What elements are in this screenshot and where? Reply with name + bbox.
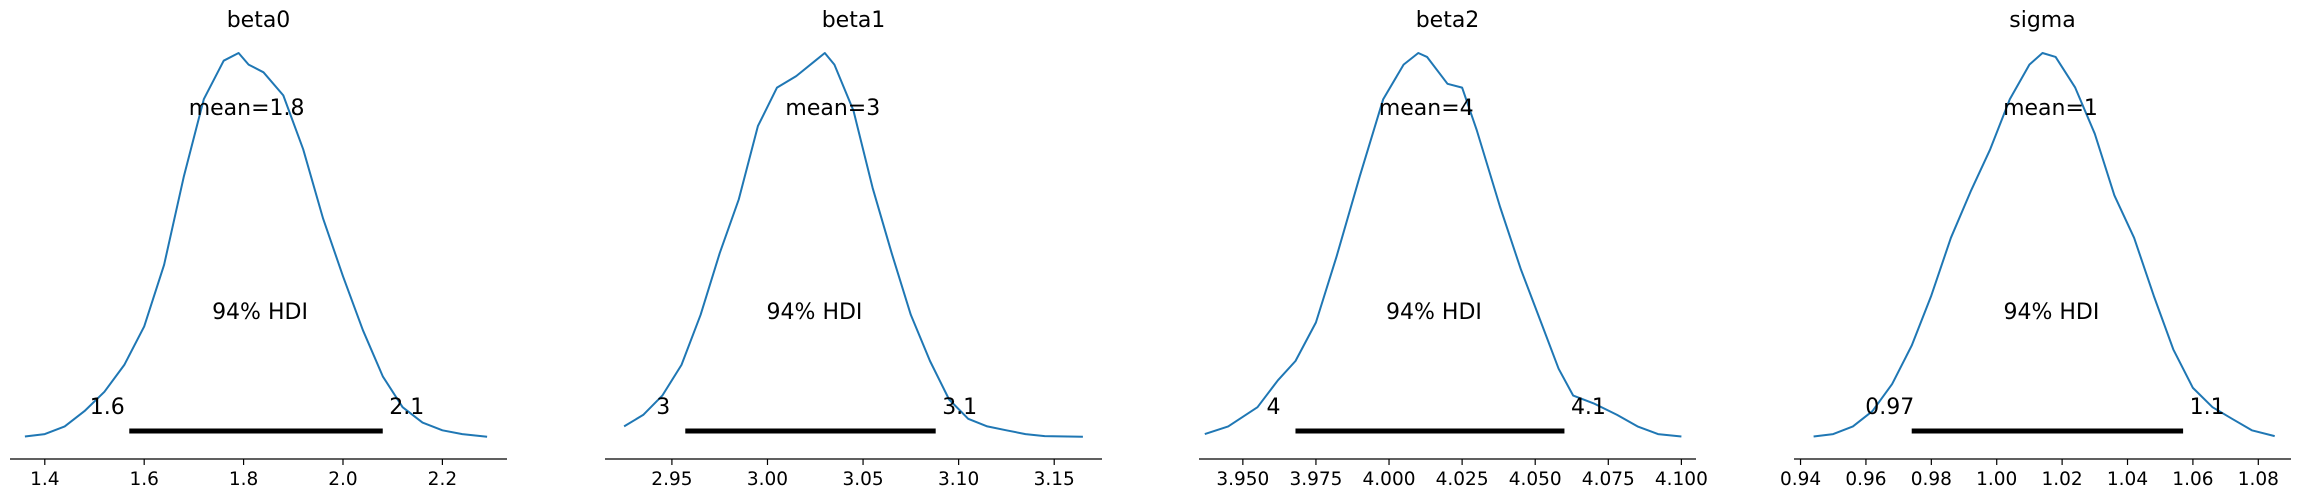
- x-tick-label: 2.95: [651, 469, 692, 490]
- x-tick-label: 4.025: [1436, 469, 1489, 490]
- hdi-high-label: 4.1: [1571, 395, 1606, 420]
- x-tick-label: 2.2: [428, 469, 457, 490]
- mean-label: mean=1: [2003, 96, 2098, 121]
- hdi-high-label: 2.1: [389, 395, 424, 420]
- hdi-label: 94% HDI: [212, 300, 308, 325]
- x-tick-label: 3.15: [1034, 469, 1075, 490]
- hdi-high-label: 3.1: [942, 395, 977, 420]
- panel-title: sigma: [2009, 8, 2075, 33]
- mean-label: mean=1.8: [189, 96, 305, 121]
- x-tick-label: 3.950: [1216, 469, 1269, 490]
- x-tick-label: 1.08: [2238, 469, 2279, 490]
- x-tick-label: 1.8: [229, 469, 258, 490]
- x-tick-label: 3.05: [842, 469, 883, 490]
- x-tick-label: 1.6: [129, 469, 158, 490]
- mean-label: mean=3: [785, 96, 880, 121]
- x-tick-label: 3.975: [1289, 469, 1342, 490]
- x-tick-label: 3.10: [938, 469, 979, 490]
- panel-title: beta0: [227, 8, 291, 33]
- x-tick-label: 0.98: [1911, 469, 1952, 490]
- x-tick-label: 1.04: [2107, 469, 2148, 490]
- density-curve: [24, 52, 488, 438]
- hdi-low-label: 0.97: [1865, 395, 1914, 420]
- hdi-high-label: 1.1: [2190, 395, 2225, 420]
- x-tick-label: 1.4: [30, 469, 59, 490]
- hdi-label: 94% HDI: [1386, 300, 1482, 325]
- x-tick-label: 4.000: [1363, 469, 1416, 490]
- hdi-low-label: 4: [1266, 395, 1280, 420]
- x-tick-label: 1.02: [2042, 469, 2083, 490]
- posterior-panel-beta1: beta1 mean=3 94% HDI 3 3.1 2.95 3.00 3.05 3…: [605, 8, 1102, 490]
- density-curve: [1204, 52, 1682, 438]
- density-curve: [623, 52, 1083, 438]
- x-tick-label: 4.100: [1655, 469, 1708, 490]
- x-tick-label: 1.06: [2172, 469, 2213, 490]
- x-tick-label: 4.050: [1509, 469, 1562, 490]
- panel-title: beta1: [822, 8, 886, 33]
- density-curve: [1813, 52, 2275, 438]
- x-tick-label: 0.96: [1845, 469, 1886, 490]
- posterior-panel-beta2: beta2 mean=4 94% HDI 4 4.1 3.950 3.975 4.0…: [1199, 8, 1708, 490]
- x-tick-label: 0.94: [1780, 469, 1821, 490]
- posterior-panel-sigma: sigma mean=1 94% HDI 0.97 1.1 0.94 0.96 0.…: [1780, 8, 2291, 490]
- x-tick-label: 1.00: [1976, 469, 2017, 490]
- hdi-label: 94% HDI: [767, 300, 863, 325]
- mean-label: mean=4: [1379, 96, 1474, 121]
- x-tick-label: 3.00: [747, 469, 788, 490]
- hdi-low-label: 1.6: [90, 395, 125, 420]
- panel-title: beta2: [1416, 8, 1480, 33]
- hdi-low-label: 3: [656, 395, 670, 420]
- posterior-panel-beta0: beta0 mean=1.8 94% HDI 1.6 2.1 1.4 1.6 1.8…: [10, 8, 507, 490]
- x-tick-label: 4.075: [1582, 469, 1635, 490]
- x-tick-label: 2.0: [328, 469, 357, 490]
- hdi-label: 94% HDI: [2003, 300, 2099, 325]
